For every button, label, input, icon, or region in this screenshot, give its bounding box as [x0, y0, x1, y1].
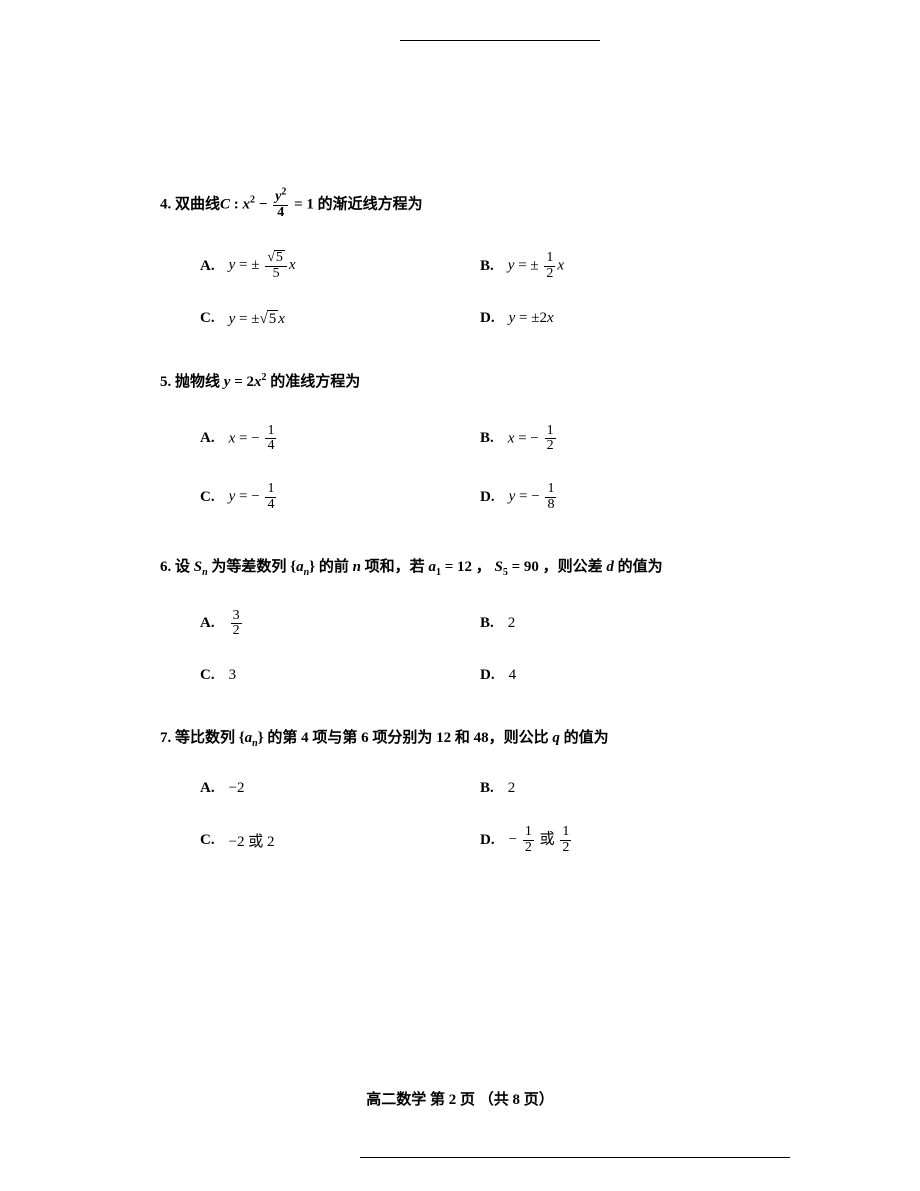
option-row: C.y = ±√5xD.y = ±2x [200, 310, 760, 328]
option-D: D.y = ±2x [480, 310, 760, 328]
option-row: C.y = − 14D.y = − 18 [200, 482, 760, 512]
option-B: B.2 [480, 780, 760, 797]
question-6: 6. 设 Sn 为等差数列 {an} 的前 n 项和，若 a1 = 12 ， S… [160, 555, 760, 684]
question-7: 7. 等比数列 {an} 的第 4 项与第 6 项分别为 12 和 48，则公比… [160, 726, 760, 855]
question-4: 4. 双曲线C : x2 − y24 = 1 的渐近线方程为 A.y = ± √5… [160, 190, 760, 328]
options-block: A.−2B.2 C.−2 或 2D.− 12 或 12 [160, 780, 760, 855]
option-B: B.2 [480, 609, 760, 639]
page-footer: 高二数学 第 2 页 （共 8 页） [0, 1088, 920, 1109]
option-A: A.−2 [200, 780, 480, 797]
option-A: A.32 [200, 609, 480, 639]
option-row: A.−2B.2 [200, 780, 760, 797]
option-A: A.x = − 14 [200, 424, 480, 454]
options-block: A.32B.2 C.3D.4 [160, 609, 760, 684]
option-D: D.y = − 18 [480, 482, 760, 512]
option-B: B.x = − 12 [480, 424, 760, 454]
top-scan-line [400, 40, 600, 41]
page-content: 4. 双曲线C : x2 − y24 = 1 的渐近线方程为 A.y = ± √5… [0, 0, 920, 957]
options-block: A.x = − 14B.x = − 12C.y = − 14D.y = − 18 [160, 424, 760, 513]
option-D: D.− 12 或 12 [480, 825, 760, 855]
question-stem: 5. 抛物线 y = 2x2 的准线方程为 [160, 370, 760, 394]
option-C: C.y = − 14 [200, 482, 480, 512]
option-row: C.−2 或 2D.− 12 或 12 [200, 825, 760, 855]
option-C: C.3 [200, 667, 480, 684]
option-C: C.−2 或 2 [200, 825, 480, 855]
questions-container: 4. 双曲线C : x2 − y24 = 1 的渐近线方程为 A.y = ± √5… [160, 190, 760, 855]
option-row: A.x = − 14B.x = − 12 [200, 424, 760, 454]
option-B: B.y = ± 12x [480, 250, 760, 281]
question-stem: 7. 等比数列 {an} 的第 4 项与第 6 项分别为 12 和 48，则公比… [160, 726, 760, 750]
option-D: D.4 [480, 667, 760, 684]
option-row: C.3D.4 [200, 667, 760, 684]
bottom-scan-line [360, 1157, 790, 1158]
option-C: C.y = ±√5x [200, 310, 480, 328]
options-block: A.y = ± √55xB.y = ± 12x C.y = ±√5xD.y = ±… [160, 250, 760, 327]
option-A: A.y = ± √55x [200, 250, 480, 281]
question-stem: 6. 设 Sn 为等差数列 {an} 的前 n 项和，若 a1 = 12 ， S… [160, 555, 760, 579]
option-row: A.y = ± √55xB.y = ± 12x [200, 250, 760, 281]
option-row: A.32B.2 [200, 609, 760, 639]
question-5: 5. 抛物线 y = 2x2 的准线方程为 A.x = − 14B.x = − 1… [160, 370, 760, 513]
question-stem: 4. 双曲线C : x2 − y24 = 1 的渐近线方程为 [160, 190, 760, 220]
